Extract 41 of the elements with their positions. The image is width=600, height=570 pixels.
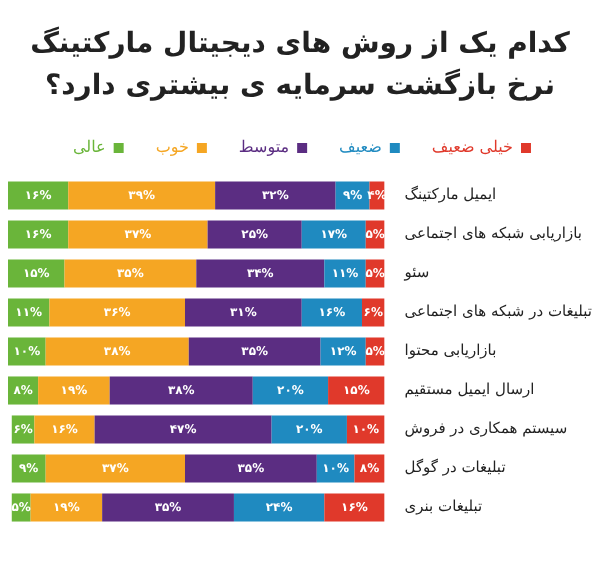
bar xyxy=(8,181,69,210)
bar xyxy=(320,337,366,366)
bar xyxy=(45,454,185,483)
legend-label: خوب xyxy=(155,138,189,157)
bar xyxy=(271,415,347,444)
bar xyxy=(102,493,234,522)
bar xyxy=(346,415,385,444)
bar xyxy=(34,415,95,444)
bar xyxy=(324,259,366,288)
bar xyxy=(233,493,325,522)
legend-label: ضعیف xyxy=(339,138,383,157)
bar xyxy=(301,220,366,249)
bar xyxy=(68,181,216,210)
bar xyxy=(196,259,325,288)
bar xyxy=(324,493,385,522)
bar xyxy=(8,220,69,249)
bar xyxy=(45,337,189,366)
bar xyxy=(207,220,302,249)
bar xyxy=(64,259,197,288)
bar xyxy=(215,181,336,210)
bar xyxy=(301,298,362,327)
bar xyxy=(49,298,185,327)
legend-label: خیلی ضعیف xyxy=(431,138,514,157)
bar xyxy=(38,376,110,405)
bar xyxy=(11,454,46,483)
bar xyxy=(184,298,302,327)
bar xyxy=(8,259,65,288)
bar xyxy=(109,376,253,405)
bar xyxy=(184,454,317,483)
chart-title: کدام یک از روش های دیجیتال مارکتینگ نرخ بازگشت سرمایه ی بیشتری دارد؟ xyxy=(28,24,572,106)
legend-label: متوسط xyxy=(238,138,290,157)
legend-label: عالی xyxy=(73,138,106,157)
bar xyxy=(316,454,355,483)
bar xyxy=(328,376,385,405)
bar xyxy=(68,220,208,249)
bar xyxy=(94,415,272,444)
bar xyxy=(8,298,50,327)
bar xyxy=(252,376,329,405)
bar xyxy=(8,337,46,366)
bar xyxy=(30,493,103,522)
bar xyxy=(188,337,321,366)
